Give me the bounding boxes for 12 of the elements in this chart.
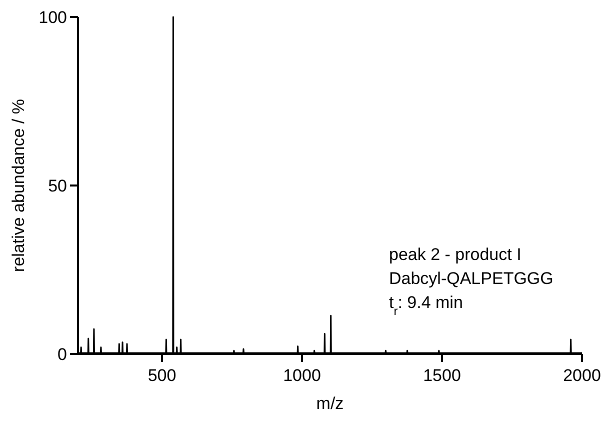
- annotation: peak 2 - product I: [389, 245, 522, 264]
- x-tick-label: 2000: [563, 366, 601, 385]
- x-tick-label: 1000: [283, 366, 321, 385]
- annotation: t$_{r}$: 9.4 min: [389, 293, 463, 318]
- y-axis-title: relative abundance / %: [9, 99, 28, 272]
- x-axis-title: m/z: [316, 394, 344, 413]
- y-tick-label: 0: [58, 344, 67, 364]
- y-tick-label: 100: [38, 8, 67, 27]
- annotation: Dabcyl-QALPETGGG: [389, 269, 554, 288]
- x-tick-label: 1500: [423, 366, 461, 385]
- y-tick-label: 50: [48, 176, 67, 196]
- x-tick-label: 500: [148, 366, 176, 385]
